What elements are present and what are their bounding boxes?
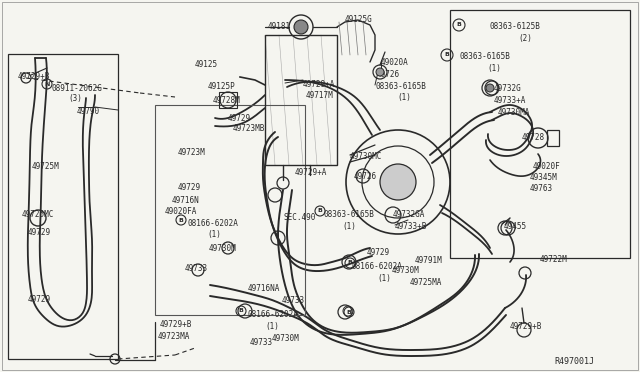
Bar	[155, 105, 305, 315]
Text: 49729+B: 49729+B	[18, 72, 51, 81]
Text: 49729: 49729	[28, 228, 51, 237]
Text: 49733+A: 49733+A	[494, 96, 526, 105]
Text: 49733+B: 49733+B	[395, 222, 428, 231]
Text: 49726: 49726	[354, 172, 377, 181]
Text: B: B	[445, 52, 449, 58]
Text: 08363-6165B: 08363-6165B	[323, 210, 374, 219]
Text: 49733: 49733	[250, 338, 273, 347]
Text: B: B	[239, 308, 243, 314]
Bar	[8, 54, 118, 359]
Text: 49020FA: 49020FA	[165, 207, 197, 216]
Text: B: B	[317, 208, 323, 214]
Text: (1): (1)	[342, 222, 356, 231]
Bar	[450, 10, 630, 258]
Text: 49730M: 49730M	[392, 266, 420, 275]
Text: 49790: 49790	[77, 107, 100, 116]
Text: SEC.490: SEC.490	[284, 213, 316, 222]
Text: 49729: 49729	[367, 248, 390, 257]
Text: 49455: 49455	[504, 222, 527, 231]
Text: 49125: 49125	[195, 60, 218, 69]
Text: 49722M: 49722M	[540, 255, 568, 264]
Circle shape	[486, 84, 494, 92]
Text: 49725MC: 49725MC	[22, 210, 54, 219]
Text: 49728M: 49728M	[213, 96, 241, 105]
Text: 49723M: 49723M	[178, 148, 205, 157]
Text: 49730MC: 49730MC	[350, 152, 382, 161]
Text: 49728: 49728	[522, 133, 545, 142]
Text: (2): (2)	[518, 34, 532, 43]
Text: 49725MA: 49725MA	[410, 278, 442, 287]
Text: B: B	[348, 260, 353, 266]
Text: 49716N: 49716N	[172, 196, 200, 205]
Text: (1): (1)	[397, 93, 411, 102]
Bar	[219, 92, 237, 108]
Text: (3): (3)	[68, 94, 82, 103]
Text: 49729+A: 49729+A	[303, 80, 335, 89]
Text: 08166-6202A: 08166-6202A	[352, 262, 403, 271]
Text: 49733: 49733	[185, 264, 208, 273]
Text: 49791M: 49791M	[415, 256, 443, 265]
Circle shape	[294, 20, 308, 34]
Text: 49725M: 49725M	[32, 162, 60, 171]
Text: (1): (1)	[207, 230, 221, 239]
Text: 49763: 49763	[530, 184, 553, 193]
Text: B: B	[456, 22, 461, 28]
Text: 08363-6165B: 08363-6165B	[375, 82, 426, 91]
Text: 08363-6165B: 08363-6165B	[460, 52, 511, 61]
Text: B: B	[179, 218, 184, 222]
Circle shape	[376, 68, 384, 76]
Text: 08166-6202A: 08166-6202A	[248, 310, 299, 319]
Text: 49729+B: 49729+B	[160, 320, 193, 329]
Bar	[265, 35, 337, 165]
Text: 49730M: 49730M	[272, 334, 300, 343]
Text: 49723MA: 49723MA	[158, 332, 190, 341]
Text: 49125P: 49125P	[208, 82, 236, 91]
Text: 49181: 49181	[268, 22, 291, 31]
Text: R497001J: R497001J	[554, 357, 594, 366]
Text: (1): (1)	[265, 322, 279, 331]
Text: 49729: 49729	[228, 114, 251, 123]
Text: 08166-6202A: 08166-6202A	[188, 219, 239, 228]
Text: 49729+B: 49729+B	[510, 322, 542, 331]
Text: 49730M: 49730M	[209, 244, 237, 253]
Text: 49729: 49729	[28, 295, 51, 304]
Text: 49125G: 49125G	[345, 15, 372, 24]
Text: 49716NA: 49716NA	[248, 284, 280, 293]
Text: 49726: 49726	[377, 70, 400, 79]
Text: 49732G: 49732G	[494, 84, 522, 93]
Text: 49729+A: 49729+A	[295, 168, 328, 177]
Text: 49020F: 49020F	[533, 162, 561, 171]
Text: 49732GA: 49732GA	[393, 210, 426, 219]
Circle shape	[380, 164, 416, 200]
Text: 49729: 49729	[178, 183, 201, 192]
Text: 49733: 49733	[282, 296, 305, 305]
Text: 49717M: 49717M	[306, 91, 333, 100]
Bar	[547, 130, 559, 146]
Text: 08363-6125B: 08363-6125B	[490, 22, 541, 31]
Text: 49345M: 49345M	[530, 173, 557, 182]
Text: 49020A: 49020A	[381, 58, 409, 67]
Text: 08911-2062G: 08911-2062G	[52, 84, 103, 93]
Text: 49730MA: 49730MA	[498, 108, 531, 117]
Text: (1): (1)	[487, 64, 501, 73]
Text: 49723MB: 49723MB	[233, 124, 266, 133]
Text: B: B	[347, 310, 351, 314]
Text: N: N	[44, 81, 50, 87]
Text: (1): (1)	[377, 274, 391, 283]
